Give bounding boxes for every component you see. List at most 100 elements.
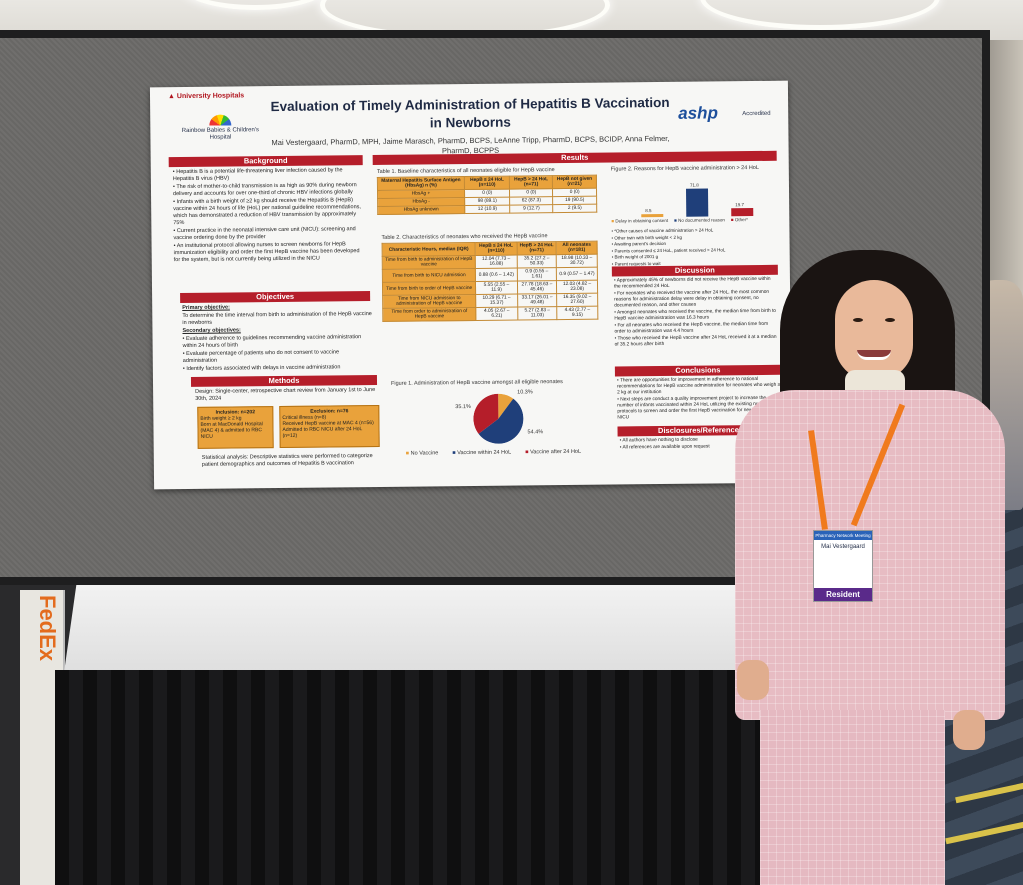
table-header-cell: HepB not given (n=21) [552, 175, 597, 189]
methods-design: Design: Single-center, retrospective cha… [195, 387, 376, 402]
primary-objective: To determine the time interval from birt… [182, 311, 372, 327]
table-cell: 12.03 (4.82 – 23.08) [556, 280, 598, 294]
table-cell: 2 (9.5) [552, 204, 597, 213]
right-hand [953, 710, 985, 750]
bar [731, 208, 754, 217]
face [835, 280, 913, 380]
table-header-cell: HepB ≤ 24 HoL (n=110) [464, 176, 510, 190]
background-text: • Hepatitis B is a potential life-threat… [173, 167, 364, 265]
background-bullet: • Hepatitis B is a potential life-threat… [172, 167, 343, 183]
background-bullet: • An institutional protocol allowing nur… [173, 241, 360, 264]
table-header-cell: HepB > 24 HoL (n=71) [509, 175, 553, 190]
table-row: Time from order to administration of Hep… [382, 306, 598, 322]
table2-caption: Table 2. Characteristics of neonates who… [381, 233, 548, 241]
table-cell: 0.9 (0.57 – 1.47) [556, 267, 598, 281]
table-header-cell: All neonates (n=181) [556, 241, 598, 255]
left-hand [737, 660, 769, 700]
rainbow-icon [209, 114, 232, 126]
legend-item: ■ Delay in obtaining consent [611, 217, 669, 224]
university-hospitals-logo: ▲ University Hospitals [167, 92, 245, 101]
table-cell: 18.98 (10.33 – 30.72) [556, 254, 598, 268]
table-header-cell: Characteristic Hours, median (IQR) [382, 242, 476, 257]
table-cell: Time from order to administration of Hep… [382, 307, 476, 322]
table2: Characteristic Hours, median (IQR) HepB ≤… [382, 241, 599, 322]
figure2-bars: 8.5 71.8 19.7 [621, 181, 771, 218]
figure2-caption: Figure 2. Reasons for HepB vaccine admin… [610, 164, 759, 173]
table-header-cell: HepB > 24 HoL (n=71) [516, 241, 557, 256]
legend-item: ■ Vaccine within 24 HoL [452, 449, 512, 457]
pie-slice [478, 398, 524, 444]
table-cell: Time from birth to order of HepB vaccine [382, 281, 476, 296]
table-cell: Time from NICU admission to administrati… [382, 294, 476, 309]
badge-role: Resident [814, 588, 872, 601]
accredited-label: Accredited [742, 110, 771, 118]
objectives-header: Objectives [180, 291, 371, 304]
table-top [63, 585, 757, 675]
table-cell: 0.88 (0.6 – 1.42) [475, 268, 518, 282]
eye [853, 318, 863, 322]
table-cell: 5.55 (2.55 – 11.9) [475, 281, 518, 295]
table-row: HbsAg unknown 12 (10.9) 9 (12.7) 2 (9.5) [377, 204, 597, 215]
bar [686, 188, 709, 217]
background-bullet: • Current practice in the neonatal inten… [173, 226, 356, 242]
research-poster: ▲ University Hospitals Rainbow Babies & … [149, 80, 793, 490]
exclusion-box: Exclusion: n=76 Critical illness (n=8) R… [279, 404, 380, 449]
table-cell: 16.35 (9.02 – 27.60) [556, 293, 598, 307]
figure1-caption: Figure 1. Administration of HepB vaccine… [390, 379, 563, 387]
table-header-cell: HepB ≤ 24 HoL (n=110) [475, 242, 518, 256]
methods-header: Methods [190, 374, 378, 387]
table-cell: 4.05 (2.67 – 6.21) [475, 307, 518, 321]
poster-title: Evaluation of Timely Administration of H… [270, 94, 670, 131]
bar-value-label: 71.8 [689, 182, 699, 188]
table-cell: 33.17 (26.01 – 49.48) [517, 293, 557, 308]
table-cell: 4.43 (2.77 – 9.15) [556, 306, 598, 320]
background-bullet: • The risk of mother-to-child transmissi… [172, 182, 357, 198]
background-bullet: • Infants with a birth weight of ≥2 kg s… [173, 197, 361, 227]
figure2-legend: ■ Delay in obtaining consent ■ No documen… [611, 217, 748, 223]
legend-item: ■ Other* [730, 217, 748, 223]
table-cell: Time from birth to administration of Hep… [382, 255, 476, 270]
pie-label-after: 35.1% [455, 404, 471, 411]
table-cell: 35.2 (27.2 – 50.33) [517, 254, 557, 269]
table-cell: 27.78 (18.63 – 45.46) [517, 280, 557, 295]
methods-stats: Statistical analysis: Descriptive statis… [201, 453, 373, 468]
table-cell: 9 (12.7) [509, 204, 553, 214]
eye [885, 318, 895, 322]
legend-item: ■ Vaccine after 24 HoL [525, 448, 582, 456]
secondary-objective: • Evaluate percentage of patients who do… [182, 349, 340, 365]
bar-value-label: 19.7 [735, 202, 744, 208]
legend-item: ■ No documented reason [674, 217, 725, 223]
presenter: Pharmacy Network Meeting Mai Vestergaard… [735, 250, 1010, 885]
smile [857, 350, 891, 360]
bar-value-label: 8.5 [645, 207, 652, 213]
badge-name: Mai Vestergaard [821, 544, 865, 550]
table-cell: 10.29 (6.71 – 15.37) [475, 294, 518, 308]
inclusion-box: Inclusion: n=202 Birth weight ≥ 2 kg Bor… [197, 406, 274, 449]
objectives-text: Primary objective: To determine the time… [182, 303, 373, 374]
pie-slice [473, 393, 499, 434]
badge-header: Pharmacy Network Meeting [814, 531, 872, 540]
table-cell: 12.04 (7.73 – 16.88) [475, 255, 518, 269]
table-cell: 5.27 (2.83 – 11.03) [517, 306, 558, 321]
background-header: Background [168, 155, 363, 168]
secondary-objective: • Evaluate adherence to guidelines recom… [182, 334, 362, 350]
ashp-logo: ashp [678, 103, 718, 123]
bar [641, 213, 664, 218]
pie-label-within: 54.4% [527, 429, 544, 436]
name-badge: Pharmacy Network Meeting Mai Vestergaard… [813, 530, 873, 602]
pie-label-no-vaccine: 10.3% [517, 389, 533, 396]
pie-legend: ■ No Vaccine ■ Vaccine within 24 HoL ■ Vac… [406, 449, 606, 457]
rainbow-babies-logo: Rainbow Babies & Children's Hospital [180, 114, 260, 142]
table-cell: 0.9 (0.55 – 1.61) [517, 267, 557, 282]
table1: Maternal Hepatitis Surface Antigen (HbsA… [377, 175, 597, 215]
table-cell: 12 (10.9) [464, 205, 511, 214]
table-cell: Time from birth to NICU admission [382, 268, 476, 283]
pink-pants [760, 710, 945, 885]
table-header-cell: Maternal Hepatitis Surface Antigen (HbsA… [377, 176, 465, 191]
pie-slice [498, 393, 514, 419]
table1-caption: Table 1. Baseline characteristics of all… [376, 167, 555, 175]
figure1-pie [473, 393, 524, 444]
box-logo: FedEx [35, 595, 60, 662]
secondary-objective: • Identify factors associated with delay… [182, 364, 341, 373]
